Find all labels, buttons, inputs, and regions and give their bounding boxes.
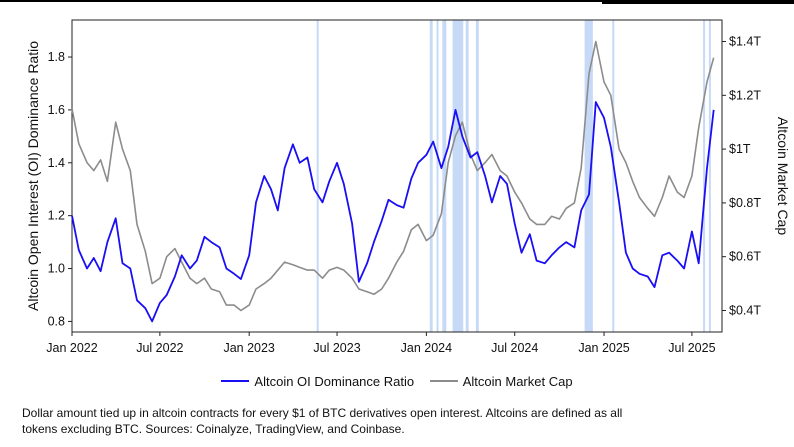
highlight-band-8 [612,20,615,332]
highlight-band-0 [316,20,319,332]
plot-frame [71,19,723,333]
top-rule [0,0,794,2]
left-axis: 0.8 1.0 1.2 1.4 1.6 1.8 [48,50,72,328]
x-tick-label-3: Jul 2023 [313,341,360,355]
x-tick-label-7: Jul 2025 [668,341,715,355]
top-rule-accent [602,1,794,4]
legend-swatch-gray [429,380,458,382]
market-cap-line [71,40,715,312]
highlight-band-7 [584,20,593,332]
legend-label-market-cap: Altcoin Market Cap [462,373,573,389]
right-axis: $0.4T $0.6T $0.8T $1T $1.2T $1.4T [722,35,761,317]
highlight-band-1 [429,20,433,332]
highlight-band-9 [703,20,706,332]
left-tick-label-2: 1.2 [48,209,65,223]
x-tick-label-4: Jan 2024 [401,341,452,355]
legend-label-oi-ratio: Altcoin OI Dominance Ratio [254,373,415,389]
right-tick-label-2: $0.8T [729,196,761,210]
highlight-band-2 [436,20,439,332]
left-tick-label-3: 1.4 [48,156,65,170]
right-tick-label-0: $0.4T [729,303,761,317]
highlight-band-10 [708,20,711,332]
legend-swatch-blue [221,380,250,382]
legend-item-oi-ratio: Altcoin OI Dominance Ratio [221,374,414,389]
legend: Altcoin OI Dominance Ratio Altcoin Marke… [0,370,794,389]
right-tick-label-3: $1T [729,142,751,156]
highlight-band-5 [465,20,469,332]
left-tick-label-0: 0.8 [48,314,65,328]
right-tick-label-5: $1.4T [729,35,761,49]
right-tick-label-4: $1.2T [729,88,761,102]
left-tick-label-1: 1.0 [48,262,65,276]
highlight-band-4 [452,20,464,332]
oi-ratio-line [71,101,715,323]
series-lines [71,40,715,323]
right-axis-title: Altcoin Market Cap [775,117,791,235]
dual-axis-line-chart: 0.8 1.0 1.2 1.4 1.6 1.8 $0.4T $0.6T $0.8T $1T $1.… [25,19,791,355]
chart-caption: Dollar amount tied up in altcoin contrac… [22,406,623,436]
highlight-bands [316,20,711,332]
x-tick-label-6: Jan 2025 [578,341,629,355]
left-tick-label-4: 1.6 [48,103,65,117]
x-tick-label-1: Jul 2022 [136,341,183,355]
x-tick-label-2: Jan 2023 [223,341,274,355]
left-tick-label-5: 1.8 [48,50,65,64]
highlight-band-6 [475,20,479,332]
legend-item-market-cap: Altcoin Market Cap [429,373,573,389]
highlight-band-3 [442,20,447,332]
x-tick-label-5: Jul 2024 [491,341,538,355]
right-tick-label-1: $0.6T [729,250,761,264]
x-axis: Jan 2022 Jul 2022 Jan 2023 Jul 2023 Jan 2024… [46,332,716,355]
x-tick-label-0: Jan 2022 [46,341,97,355]
left-axis-title: Altcoin Open Interest (OI) Dominance Rat… [25,41,41,311]
